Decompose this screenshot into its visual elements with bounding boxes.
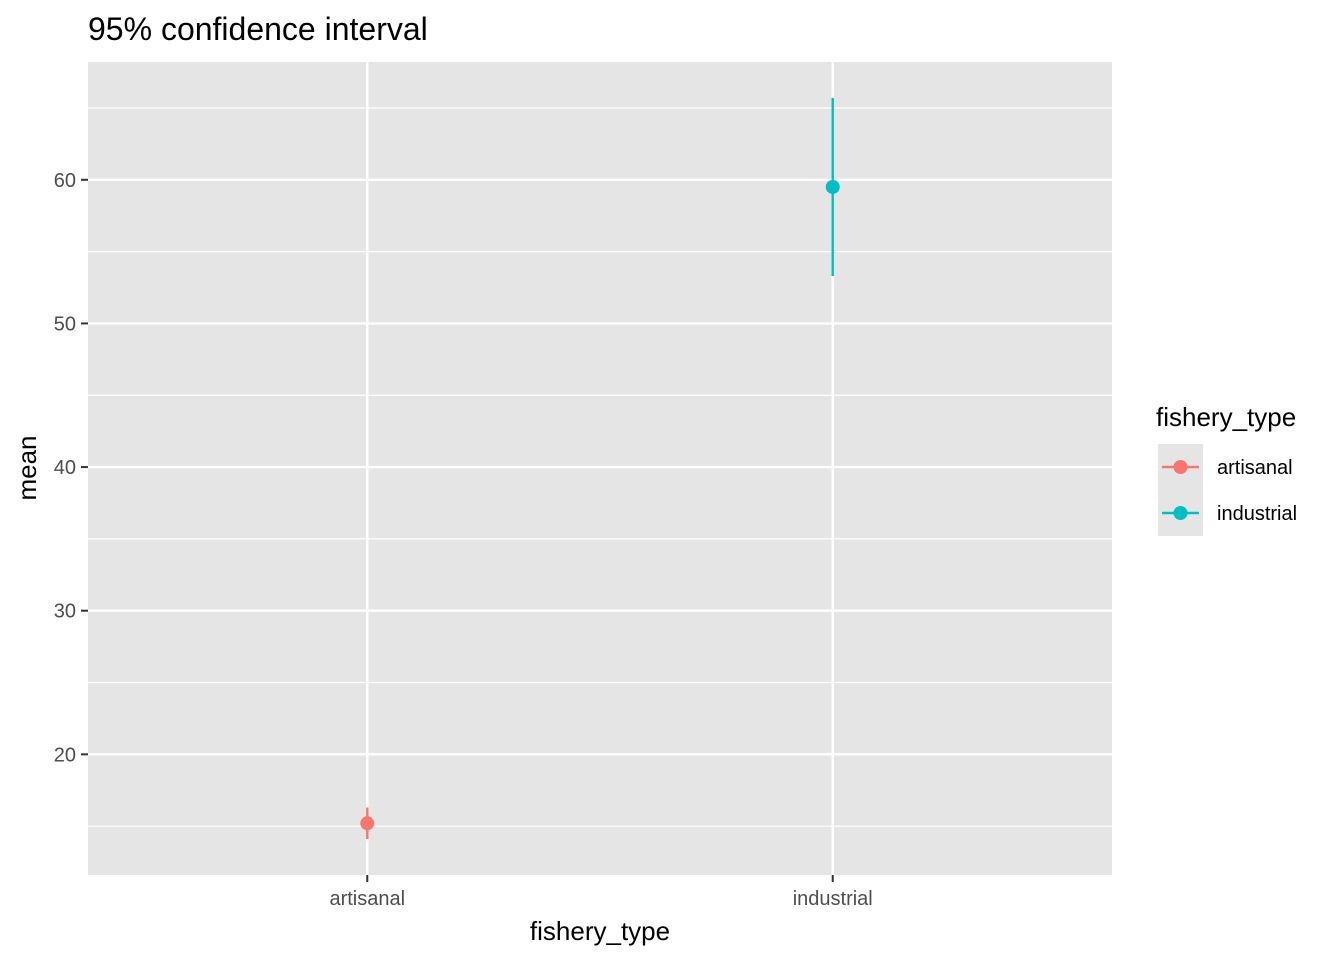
minor-gridlines <box>88 107 1112 827</box>
legend-point-industrial <box>1173 506 1188 520</box>
legend-label-artisanal: artisanal <box>1217 457 1293 479</box>
legend-key-background <box>1158 444 1203 536</box>
legend-point-artisanal <box>1173 460 1188 474</box>
y-axis-title: mean <box>12 435 42 500</box>
x-axis: artisanal industrial <box>329 875 873 910</box>
point-artisanal <box>360 816 375 831</box>
legend-label-industrial: industrial <box>1217 503 1297 525</box>
x-tick-label: industrial <box>793 888 873 910</box>
legend: fishery_type artisanal industrial <box>1156 402 1297 536</box>
y-tick-label: 30 <box>54 601 76 623</box>
y-axis: 20 30 40 50 60 <box>54 170 88 766</box>
x-tick-label: artisanal <box>329 888 405 910</box>
chart-title: 95% confidence interval <box>88 11 428 47</box>
plot-panel <box>88 62 1112 875</box>
y-tick-label: 20 <box>54 744 76 766</box>
y-tick-label: 40 <box>54 457 76 479</box>
x-axis-title: fishery_type <box>530 916 670 946</box>
y-tick-label: 50 <box>54 313 76 335</box>
data-marks <box>360 97 840 840</box>
y-tick-label: 60 <box>54 170 76 192</box>
major-gridlines <box>88 62 1112 875</box>
point-industrial <box>825 179 840 194</box>
legend-title: fishery_type <box>1156 402 1296 432</box>
